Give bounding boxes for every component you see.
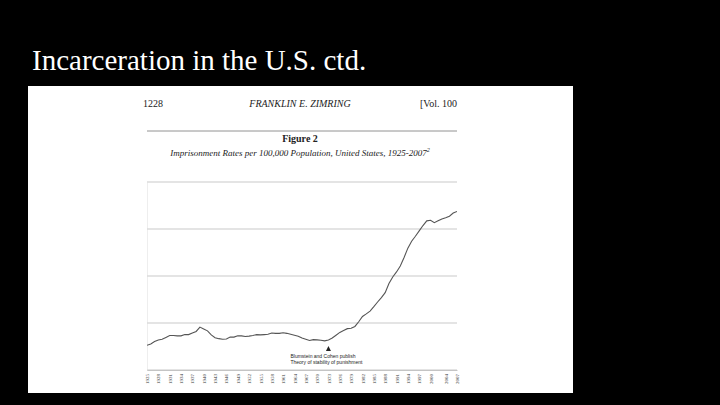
x-tick: 1979 (349, 370, 354, 384)
grid-line (147, 323, 457, 324)
x-tick: 1943 (213, 370, 218, 384)
x-tick-label: 1940 (202, 374, 207, 385)
x-tick-label: 1964 (293, 374, 298, 385)
x-tick-label: 1937 (190, 374, 195, 385)
x-tick: 1958 (270, 370, 275, 384)
x-tick: 1988 (383, 370, 388, 384)
x-tick: 1970 (315, 370, 320, 384)
x-tick: 1967 (304, 370, 309, 384)
y-axis-line (147, 183, 148, 371)
x-tick: 1964 (293, 370, 298, 384)
imprisonment-line (147, 211, 457, 345)
x-tick: 1982 (361, 370, 366, 384)
annotation: Blumstein and Cohen publishTheory of sta… (290, 346, 363, 365)
slide-title: Incarceration in the U.S. ctd. (32, 44, 366, 76)
x-tick: 1949 (236, 370, 241, 384)
x-tick-label: 1976 (338, 374, 343, 385)
x-tick-label: 1994 (406, 374, 411, 385)
x-tick: 1934 (179, 370, 184, 384)
x-axis: 1925 1928 1931 1934 1937 1940 1943 1946 1949 1952… (145, 370, 460, 384)
x-tick-label: 1934 (179, 374, 184, 385)
annotation-text: Theory of stability of punishment (290, 359, 363, 365)
x-tick-label: 1970 (315, 374, 320, 385)
x-tick: 2004 (444, 370, 449, 384)
x-tick-label: 1973 (327, 374, 332, 385)
x-tick-label: 2004 (444, 374, 449, 385)
grid-line (147, 276, 457, 277)
x-tick: 1937 (190, 370, 195, 384)
x-tick: 1985 (372, 370, 377, 384)
x-tick: 1928 (156, 370, 161, 384)
x-tick: 1976 (338, 370, 343, 384)
x-tick-label: 1988 (383, 374, 388, 385)
chart-title: Figure 2 (282, 133, 318, 144)
x-tick: 1991 (395, 370, 400, 384)
grid-line (147, 182, 457, 183)
x-tick-label: 2007 (455, 374, 460, 385)
x-tick-label: 1961 (281, 374, 286, 385)
slide: Incarceration in the U.S. ctd. 1228 FRANKL… (0, 0, 720, 405)
x-tick: 1955 (259, 370, 264, 384)
page-volume: [Vol. 100 (420, 98, 457, 109)
x-tick: 2000 (429, 370, 434, 384)
page-author: FRANKLIN E. ZIMRING (248, 98, 350, 109)
grid-line (147, 370, 457, 371)
x-tick-label: 1928 (156, 374, 161, 385)
x-tick: 1946 (224, 370, 229, 384)
x-tick-label: 1985 (372, 374, 377, 385)
x-tick-label: 1952 (247, 374, 252, 385)
x-tick: 1952 (247, 370, 252, 384)
x-tick-label: 1925 (145, 374, 150, 385)
x-tick-label: 1946 (224, 374, 229, 385)
x-axis-line (148, 370, 458, 371)
chart-subtitle: Imprisonment Rates per 100,000 Populatio… (169, 147, 429, 158)
x-tick: 1994 (406, 370, 411, 384)
x-tick-label: 1997 (417, 374, 422, 385)
page-image (28, 86, 573, 393)
x-tick-label: 1958 (270, 374, 275, 385)
figure-rule (147, 131, 457, 132)
x-tick-label: 1982 (361, 374, 366, 385)
x-tick: 1973 (327, 370, 332, 384)
x-tick-label: 1931 (168, 374, 173, 385)
y-axis (147, 183, 149, 371)
x-tick-label: 1949 (236, 374, 241, 385)
x-tick-label: 1955 (259, 374, 264, 385)
x-tick-label: 1967 (304, 374, 309, 385)
x-tick: 1931 (168, 370, 173, 384)
x-tick-label: 2000 (429, 374, 434, 385)
annotation-marker (326, 346, 331, 351)
x-tick: 2007 (455, 370, 460, 384)
x-tick: 1940 (202, 370, 207, 384)
grid-line (147, 229, 457, 230)
page-number: 1228 (143, 98, 163, 109)
x-tick-label: 1991 (395, 374, 400, 385)
grid (147, 182, 457, 370)
x-tick: 1961 (281, 370, 286, 384)
x-tick: 1997 (417, 370, 422, 384)
subtitle-footnote: 2 (427, 147, 430, 153)
slide-background (0, 0, 720, 405)
x-tick: 1925 (145, 370, 150, 384)
subtitle-text: Imprisonment Rates per 100,000 Populatio… (169, 148, 427, 158)
x-tick-label: 1943 (213, 374, 218, 385)
plot-marks (147, 211, 457, 345)
x-tick-label: 1979 (349, 374, 354, 385)
